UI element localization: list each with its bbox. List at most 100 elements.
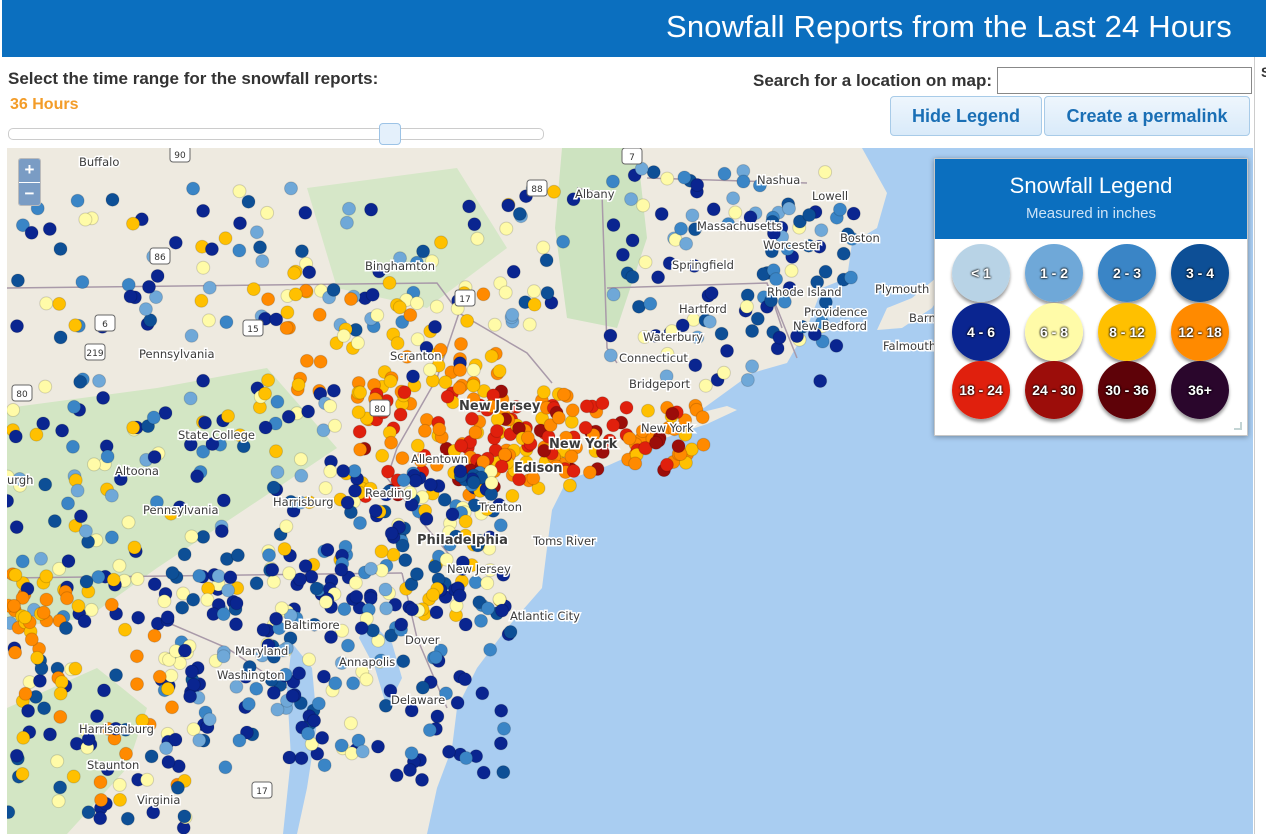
snow-report-marker[interactable] (556, 387, 571, 402)
snow-report-marker[interactable] (53, 330, 68, 345)
snow-report-marker[interactable] (279, 519, 294, 534)
snow-report-marker[interactable] (846, 206, 861, 221)
snow-report-marker[interactable] (58, 621, 73, 636)
snow-report-marker[interactable] (818, 264, 833, 279)
snow-report-marker[interactable] (292, 666, 307, 681)
snow-report-marker[interactable] (298, 559, 313, 574)
snow-report-marker[interactable] (73, 374, 88, 389)
snow-report-marker[interactable] (795, 319, 810, 334)
snow-report-marker[interactable] (223, 570, 238, 585)
snow-report-marker[interactable] (266, 480, 281, 495)
snow-report-marker[interactable] (202, 712, 217, 727)
snow-report-marker[interactable] (582, 465, 597, 480)
snow-report-marker[interactable] (439, 686, 453, 701)
snow-report-marker[interactable] (70, 193, 85, 208)
snow-report-marker[interactable] (218, 231, 233, 246)
snow-report-marker[interactable] (565, 403, 580, 418)
snow-report-marker[interactable] (382, 275, 397, 290)
snow-report-marker[interactable] (379, 601, 394, 616)
snow-report-marker[interactable] (674, 221, 688, 236)
snow-report-marker[interactable] (470, 231, 485, 246)
snow-report-marker[interactable] (53, 242, 68, 256)
snow-report-marker[interactable] (96, 390, 111, 405)
snow-report-marker[interactable] (348, 483, 362, 498)
snow-report-marker[interactable] (323, 399, 338, 414)
snow-report-marker[interactable] (68, 318, 83, 333)
snow-report-marker[interactable] (9, 520, 24, 535)
snow-report-marker[interactable] (493, 736, 508, 751)
snow-report-marker[interactable] (409, 255, 424, 270)
snow-report-marker[interactable] (241, 697, 256, 711)
snow-report-marker[interactable] (168, 732, 183, 747)
snow-report-marker[interactable] (198, 415, 212, 430)
snow-report-marker[interactable] (566, 192, 581, 207)
snow-report-marker[interactable] (312, 307, 327, 322)
snow-report-marker[interactable] (453, 464, 468, 479)
snow-report-marker[interactable] (410, 296, 424, 311)
snow-report-marker[interactable] (42, 222, 57, 236)
snow-report-marker[interactable] (400, 349, 415, 364)
snow-report-marker[interactable] (625, 233, 640, 248)
snow-report-marker[interactable] (15, 218, 30, 233)
snow-report-marker[interactable] (270, 394, 285, 409)
snow-report-marker[interactable] (186, 722, 201, 737)
snow-report-marker[interactable] (337, 602, 352, 617)
snow-report-marker[interactable] (47, 514, 62, 529)
snow-report-marker[interactable] (149, 290, 163, 305)
snow-report-marker[interactable] (492, 364, 507, 378)
snow-report-marker[interactable] (679, 236, 694, 251)
snow-report-marker[interactable] (643, 296, 658, 311)
snow-report-marker[interactable] (270, 702, 285, 717)
snow-report-marker[interactable] (423, 477, 438, 492)
snow-report-marker[interactable] (100, 449, 115, 464)
snow-report-marker[interactable] (61, 496, 75, 511)
snow-report-marker[interactable] (118, 722, 133, 737)
snow-report-marker[interactable] (354, 621, 369, 636)
snow-report-marker[interactable] (97, 683, 111, 698)
snow-report-marker[interactable] (772, 330, 787, 345)
snow-report-marker[interactable] (200, 592, 215, 607)
snow-report-marker[interactable] (104, 530, 119, 545)
snow-report-marker[interactable] (302, 495, 317, 510)
snow-report-marker[interactable] (579, 399, 594, 414)
create-permalink-button[interactable]: Create a permalink (1044, 96, 1250, 136)
snow-report-marker[interactable] (293, 452, 308, 467)
snow-report-marker[interactable] (172, 500, 187, 515)
snow-report-marker[interactable] (677, 170, 692, 185)
snow-report-marker[interactable] (410, 332, 425, 347)
snow-report-marker[interactable] (812, 239, 827, 254)
snow-report-marker[interactable] (130, 677, 144, 692)
snow-report-marker[interactable] (452, 588, 467, 603)
snow-report-marker[interactable] (144, 749, 159, 764)
snow-report-marker[interactable] (641, 403, 655, 418)
snow-report-marker[interactable] (318, 481, 333, 496)
snow-report-marker[interactable] (802, 208, 817, 222)
snow-report-marker[interactable] (38, 379, 53, 394)
snow-report-marker[interactable] (631, 299, 646, 314)
snow-report-marker[interactable] (92, 373, 107, 388)
snow-report-marker[interactable] (61, 554, 76, 569)
snow-report-marker[interactable] (158, 406, 173, 420)
snow-report-marker[interactable] (313, 354, 328, 369)
snow-report-marker[interactable] (675, 318, 690, 333)
snow-report-marker[interactable] (118, 622, 132, 637)
snow-report-marker[interactable] (278, 667, 293, 682)
snow-report-marker[interactable] (7, 403, 21, 417)
snow-report-marker[interactable] (211, 569, 226, 584)
snow-report-marker[interactable] (183, 689, 198, 704)
snow-report-marker[interactable] (501, 198, 516, 213)
snow-report-marker[interactable] (549, 459, 564, 474)
snow-report-marker[interactable] (51, 794, 66, 809)
snow-report-marker[interactable] (282, 750, 297, 765)
snow-report-marker[interactable] (320, 542, 335, 557)
snow-report-marker[interactable] (301, 726, 315, 741)
snow-report-marker[interactable] (422, 723, 437, 738)
snow-report-marker[interactable] (280, 305, 295, 320)
snow-report-marker[interactable] (201, 313, 216, 328)
snow-report-marker[interactable] (406, 369, 420, 384)
snow-report-marker[interactable] (221, 409, 235, 424)
snow-report-marker[interactable] (547, 184, 561, 199)
snow-report-marker[interactable] (126, 216, 140, 231)
snow-report-marker[interactable] (372, 264, 387, 279)
snow-report-marker[interactable] (843, 270, 858, 285)
